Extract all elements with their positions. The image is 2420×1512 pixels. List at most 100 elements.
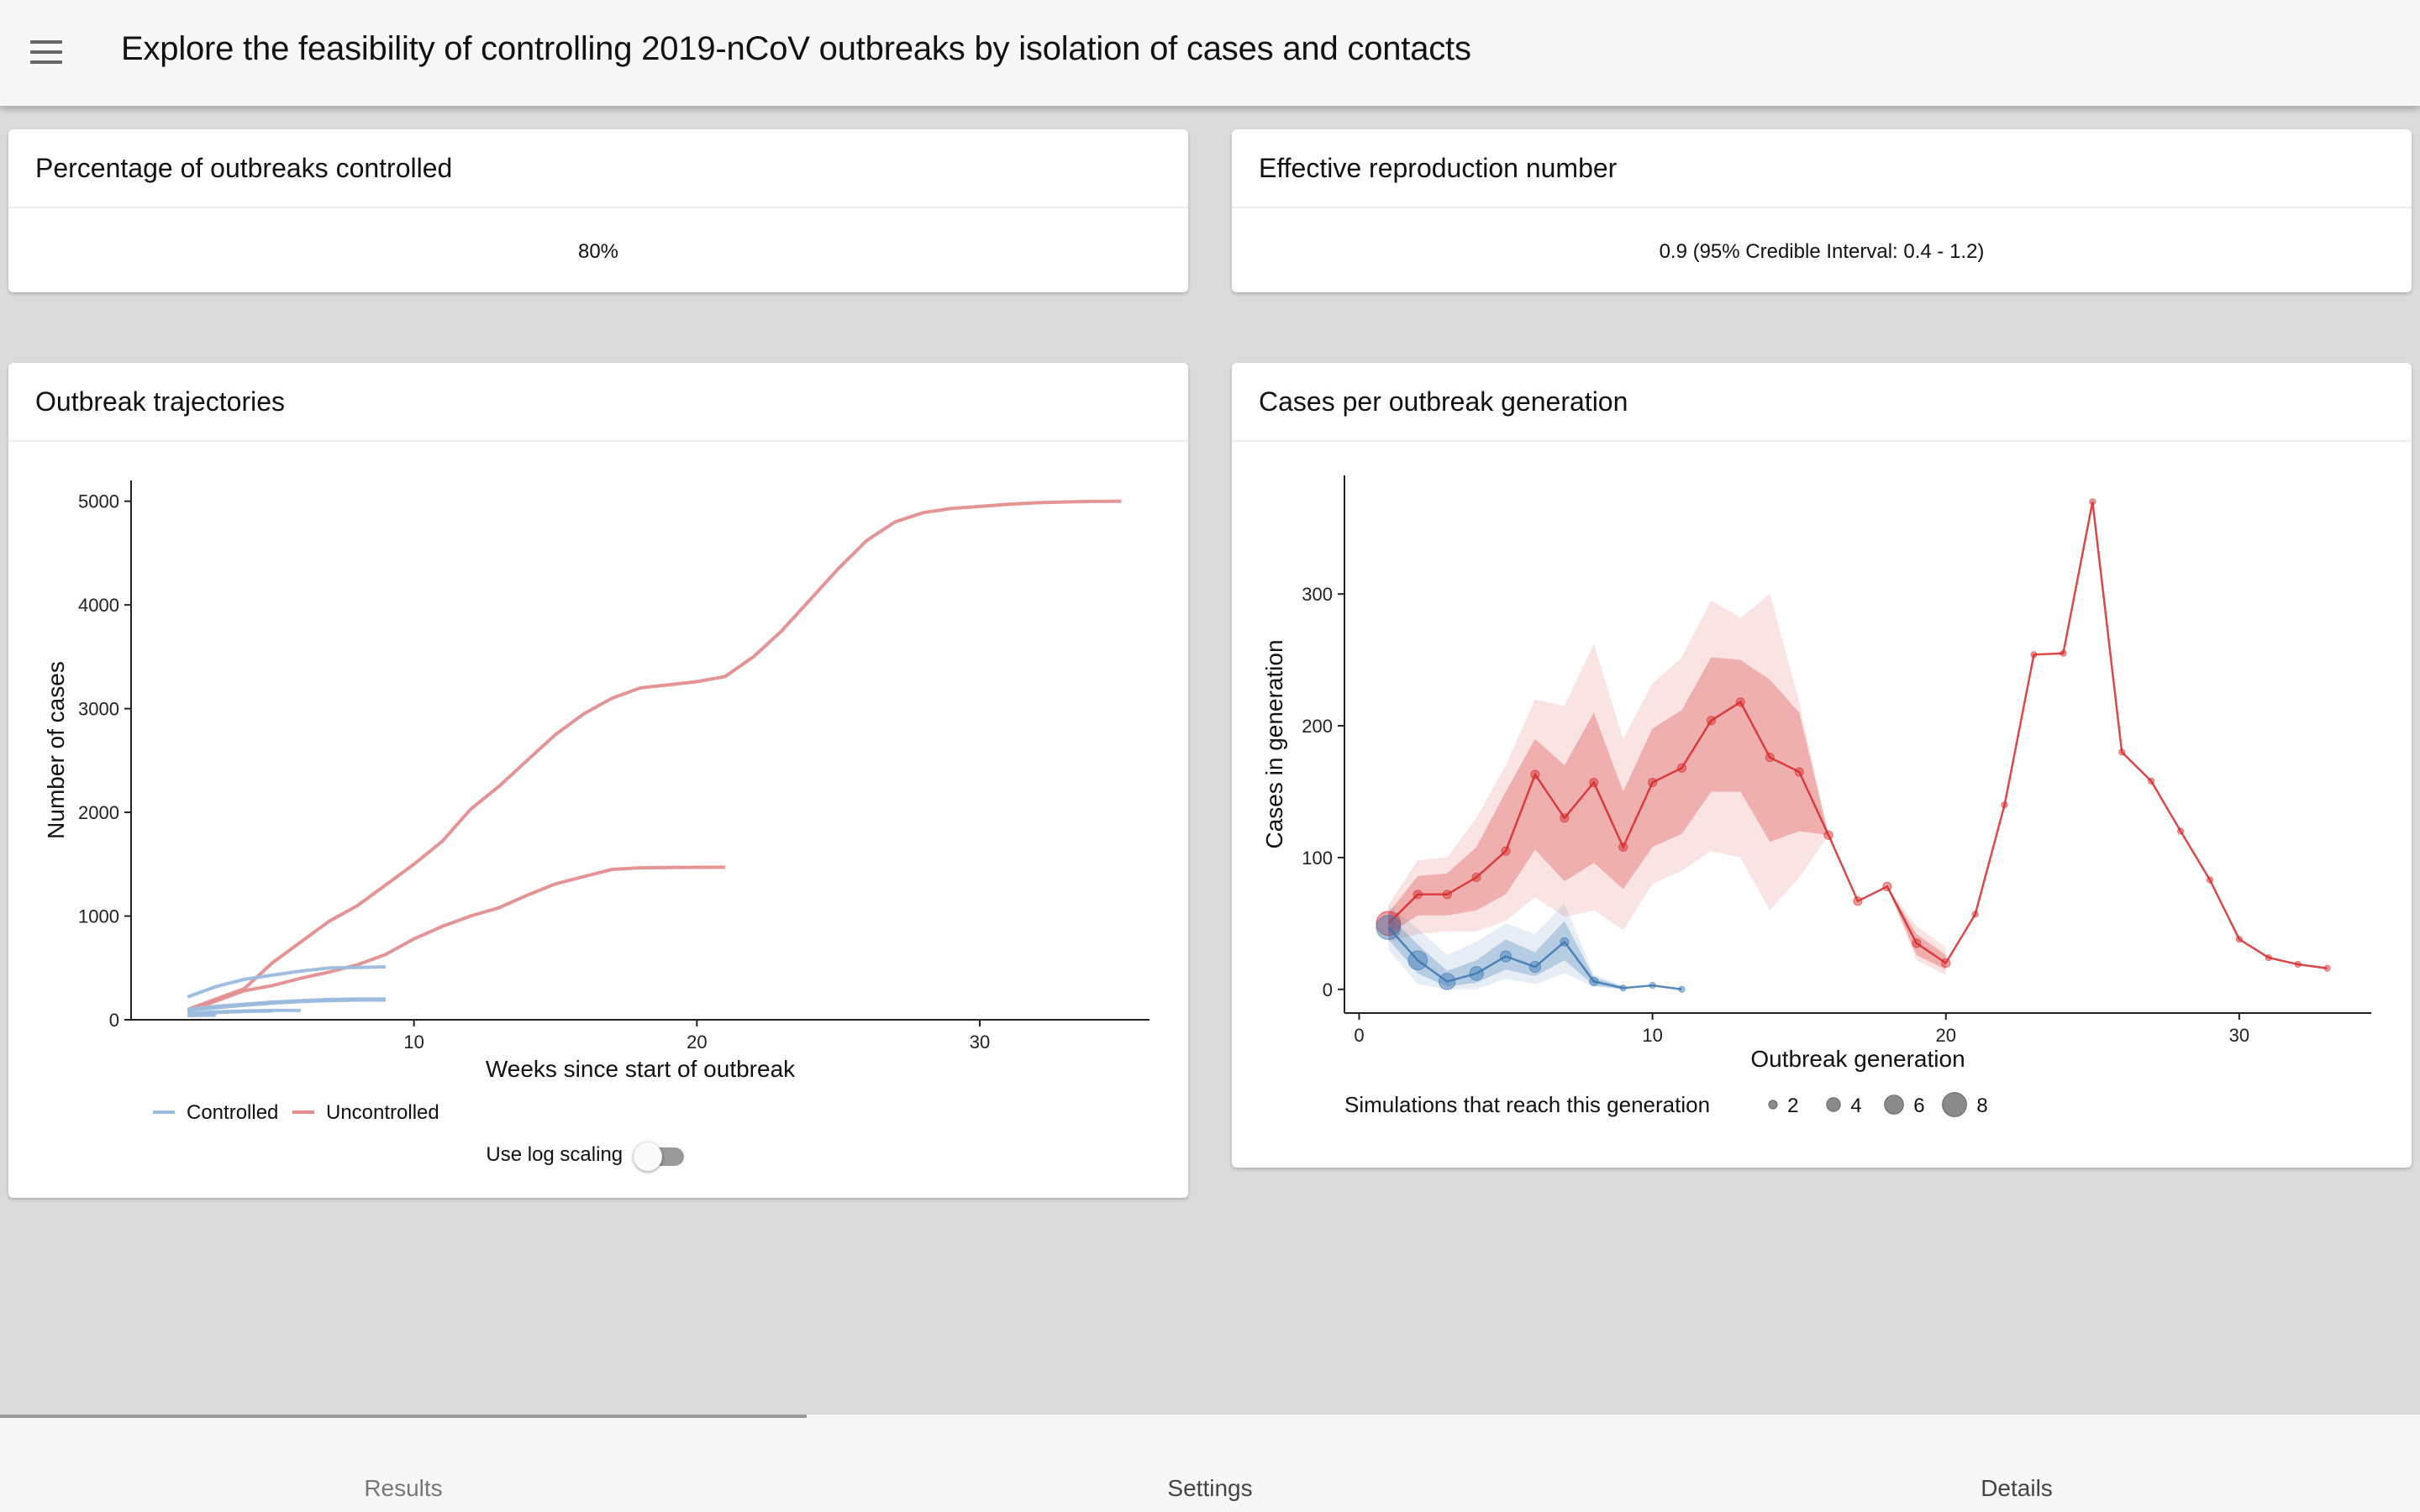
- y-tick-label: 300: [1302, 584, 1333, 605]
- cases-per-generation-card: Cases per outbreak generation 0 100 200 300…: [1232, 363, 2412, 1168]
- uncontrolled-generation-point: [2177, 827, 2185, 835]
- x-tick-label: 10: [1642, 1025, 1662, 1046]
- uncontrolled-generation-point: [1765, 753, 1775, 763]
- uncontrolled-generation-point: [2206, 876, 2214, 884]
- controlled-trajectory-line: [187, 1009, 273, 1016]
- uncontrolled-generation-point: [1941, 958, 1951, 968]
- outbreak-trajectories-chart: 0 1000 2000 3000 4000 5000 10 20 30 Weeks since s…: [43, 480, 1150, 1124]
- uncontrolled-generation-line: [1387, 501, 2328, 969]
- uncontrolled-inner-credible-band: [1388, 657, 1946, 970]
- controlled-inner-credible-band: [1388, 915, 1623, 990]
- uncontrolled-generation-point: [2060, 649, 2067, 657]
- size-legend-marker: [1942, 1092, 1967, 1117]
- log-scale-toggle[interactable]: [633, 1142, 686, 1171]
- uncontrolled-generation-point: [2148, 777, 2155, 785]
- uncontrolled-generation-point: [1823, 830, 1833, 840]
- legend-label-uncontrolled: Uncontrolled: [326, 1101, 439, 1124]
- log-scale-toggle-row: Use log scaling: [8, 1142, 1188, 1171]
- controlled-generation-point: [1528, 960, 1542, 974]
- card-title: Percentage of outbreaks controlled: [8, 129, 1188, 208]
- size-legend-marker: [1884, 1095, 1904, 1115]
- x-tick-label: 20: [687, 1032, 707, 1053]
- size-legend-label: 8: [1976, 1095, 1987, 1117]
- uncontrolled-generation-point: [2235, 936, 2243, 943]
- toggle-knob[interactable]: [633, 1142, 662, 1171]
- size-legend-title: Simulations that reach this generation: [1344, 1092, 1710, 1117]
- x-axis-title: Outbreak generation: [1750, 1046, 1965, 1072]
- log-scale-label: Use log scaling: [486, 1143, 623, 1166]
- uncontrolled-generation-point: [1735, 697, 1745, 707]
- bottom-navigation: Results Settings Details: [0, 1415, 2420, 1512]
- uncontrolled-outer-credible-band: [1388, 594, 1946, 975]
- y-tick-label: 4000: [78, 595, 119, 616]
- uncontrolled-generation-point: [2265, 954, 2272, 962]
- uncontrolled-generation-point: [1471, 872, 1481, 883]
- y-tick-label: 0: [109, 1010, 119, 1031]
- reproduction-number-value: 0.9 (95% Credible Interval: 0.4 - 1.2): [1659, 240, 1985, 263]
- y-tick-label: 100: [1302, 848, 1333, 869]
- size-legend-label: 2: [1787, 1095, 1798, 1117]
- x-tick-label: 10: [403, 1032, 424, 1053]
- uncontrolled-generation-point: [1589, 777, 1599, 788]
- uncontrolled-trajectory-line: [187, 865, 725, 1013]
- size-legend-label: 6: [1913, 1095, 1924, 1117]
- x-tick-label: 20: [1936, 1025, 1956, 1046]
- y-tick-label: 200: [1302, 716, 1333, 737]
- controlled-generation-point: [1438, 973, 1456, 990]
- uncontrolled-generation-point: [2323, 964, 2331, 972]
- active-tab-indicator: [0, 1415, 807, 1418]
- uncontrolled-generation-point: [1501, 846, 1511, 856]
- cases-per-generation-chart: 0 100 200 300 0 10 20 30 Outbreak generation Case…: [1261, 475, 2371, 1117]
- controlled-generation-line: [1387, 927, 1682, 991]
- uncontrolled-generation-point: [2118, 748, 2126, 756]
- uncontrolled-generation-point: [1560, 813, 1570, 823]
- uncontrolled-generation-point: [1618, 842, 1628, 852]
- controlled-generation-point: [1619, 984, 1627, 992]
- uncontrolled-generation-point: [1706, 716, 1717, 726]
- y-tick-label: 3000: [78, 699, 119, 720]
- uncontrolled-generation-point: [1530, 769, 1540, 780]
- x-tick-label: 0: [1354, 1025, 1364, 1046]
- tab-settings[interactable]: Settings: [1167, 1475, 1253, 1501]
- tab-results[interactable]: Results: [364, 1475, 443, 1501]
- x-axis-title: Weeks since start of outbreak: [486, 1056, 796, 1082]
- controlled-generation-point: [1560, 937, 1570, 947]
- outbreak-trajectories-card: Outbreak trajectories 0 1000 2000 3000 4000 5…: [8, 363, 1188, 1198]
- uncontrolled-generation-point: [1971, 911, 1979, 918]
- controlled-generation-point: [1407, 950, 1428, 971]
- uncontrolled-generation-point: [1882, 881, 1892, 892]
- uncontrolled-generation-point: [2294, 960, 2302, 969]
- y-tick-label: 1000: [78, 906, 119, 927]
- size-legend-marker: [1826, 1097, 1841, 1112]
- uncontrolled-generation-point: [2030, 651, 2038, 659]
- uncontrolled-trajectory-line: [187, 499, 1122, 1011]
- y-tick-label: 2000: [78, 802, 119, 823]
- uncontrolled-generation-point: [1442, 890, 1452, 900]
- uncontrolled-generation-point: [1912, 938, 1922, 948]
- uncontrolled-generation-point: [1676, 763, 1687, 773]
- y-axis-title: Number of cases: [43, 661, 69, 839]
- controlled-percentage-card: Percentage of outbreaks controlled 80%: [8, 129, 1188, 292]
- card-title: Cases per outbreak generation: [1232, 363, 2412, 442]
- tab-details[interactable]: Details: [1981, 1475, 2053, 1501]
- app-bar: Explore the feasibility of controlling 2…: [0, 0, 2420, 106]
- size-legend-marker: [1768, 1100, 1778, 1110]
- app-title: Explore the feasibility of controlling 2…: [121, 30, 1471, 67]
- x-tick-label: 30: [2229, 1025, 2249, 1046]
- controlled-outer-credible-band: [1388, 903, 1623, 990]
- uncontrolled-generation-point: [2089, 498, 2096, 506]
- controlled-generation-point: [1589, 976, 1599, 986]
- y-axis-title: Cases in generation: [1261, 639, 1287, 848]
- controlled-trajectory-line: [187, 998, 386, 1012]
- uncontrolled-generation-point: [1648, 777, 1658, 788]
- controlled-generation-point: [1499, 950, 1512, 963]
- controlled-generation-point: [1469, 966, 1484, 981]
- uncontrolled-generation-point: [1413, 890, 1423, 900]
- x-tick-label: 30: [970, 1032, 990, 1053]
- card-title: Outbreak trajectories: [8, 363, 1188, 442]
- uncontrolled-generation-point: [1794, 767, 1804, 777]
- hamburger-menu-icon[interactable]: [30, 40, 64, 66]
- controlled-generation-point: [1678, 985, 1686, 993]
- uncontrolled-generation-point: [2001, 801, 2008, 809]
- controlled-trajectory-line: [187, 1013, 217, 1018]
